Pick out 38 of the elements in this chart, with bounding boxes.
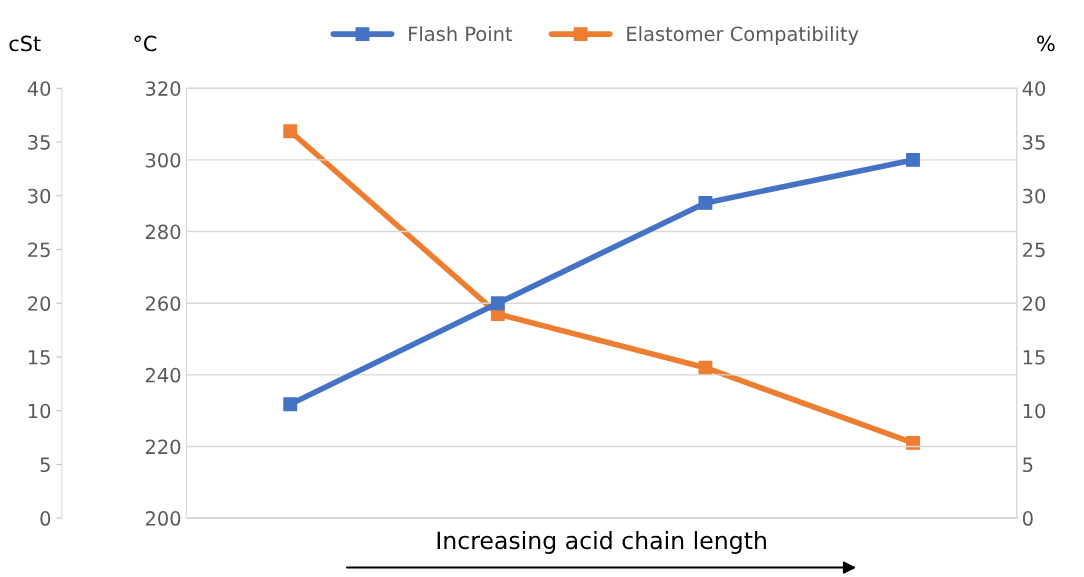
y2-tick-label: 25 xyxy=(1023,242,1045,258)
y-axis-title: °C xyxy=(134,35,157,52)
point xyxy=(490,296,505,311)
y-tick-label: 240 xyxy=(145,367,181,383)
y3-tick-label: 30 xyxy=(28,188,51,204)
y-tick-label: 320 xyxy=(145,81,181,96)
y2-axis-title: % xyxy=(1037,35,1055,52)
y3-axis-title: cSt xyxy=(9,35,41,52)
legend-label: Flash Point xyxy=(409,26,513,42)
y3-tick-label: 40 xyxy=(27,81,51,96)
y2-tick-label: 20 xyxy=(1023,296,1046,311)
point xyxy=(698,195,713,210)
point xyxy=(698,360,713,375)
y2-tick-label: 40 xyxy=(1022,81,1046,96)
point xyxy=(906,435,920,450)
y2-tick-label: 10 xyxy=(1023,403,1046,419)
point xyxy=(283,397,298,412)
y3-tick-label: 25 xyxy=(28,242,50,258)
y3-tick-label: 15 xyxy=(28,350,50,365)
y-tick-label: 300 xyxy=(145,152,181,168)
y-tick-label: 220 xyxy=(145,439,181,455)
y3-tick-label: 10 xyxy=(28,403,51,419)
legend-label: Elastomer Compatibility xyxy=(627,26,859,45)
y2-tick-label: 15 xyxy=(1023,350,1045,365)
y2-tick-label: 0 xyxy=(1022,511,1033,526)
y3-tick-label: 5 xyxy=(40,457,50,473)
y3-tick-label: 20 xyxy=(28,296,51,311)
y2-tick-label: 35 xyxy=(1023,134,1045,150)
y3-tick-label: 35 xyxy=(28,134,50,150)
y-tick-label: 260 xyxy=(145,296,181,311)
point xyxy=(283,124,298,139)
y2-tick-label: 30 xyxy=(1023,188,1046,204)
y-tick-label: 200 xyxy=(145,511,181,526)
y2-tick-label: 5 xyxy=(1023,457,1033,473)
y-tick-label: 280 xyxy=(145,224,181,240)
y3-tick-label: 0 xyxy=(40,511,51,526)
point xyxy=(906,152,920,167)
x-axis-title: Increasing acid chain length xyxy=(437,531,766,554)
